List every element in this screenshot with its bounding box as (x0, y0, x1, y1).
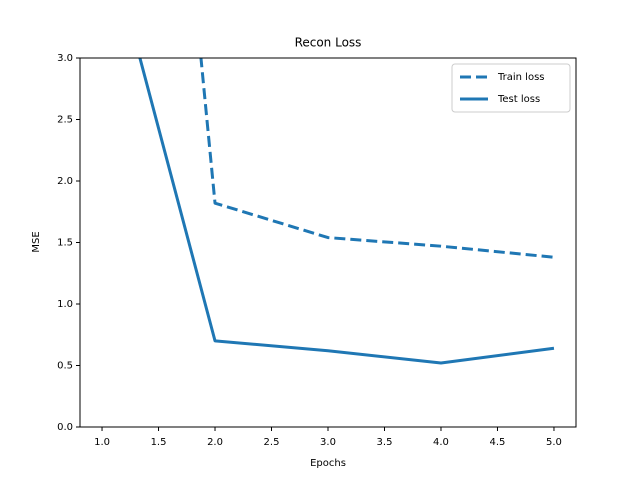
x-tick-label: 2.0 (207, 437, 223, 448)
x-tick-label: 5.0 (546, 437, 562, 448)
y-tick-label: 2.0 (57, 176, 73, 187)
x-axis-label: Epochs (310, 458, 346, 469)
x-tick-label: 4.0 (433, 437, 449, 448)
y-tick-label: 0.0 (57, 422, 73, 433)
line-series (199, 58, 555, 259)
x-tick-label: 2.5 (264, 437, 280, 448)
chart-title: Recon Loss (295, 36, 362, 50)
x-tick-label: 1.0 (94, 437, 110, 448)
y-tick-label: 2.5 (57, 115, 73, 126)
line-series (138, 58, 555, 365)
x-tick-label: 4.5 (490, 437, 506, 448)
x-tick-label: 3.0 (320, 437, 336, 448)
y-tick-label: 3.0 (57, 53, 73, 64)
y-tick-label: 0.5 (57, 361, 73, 372)
y-tick-label: 1.0 (57, 299, 73, 310)
legend-label: Test loss (497, 94, 540, 105)
plot-area (138, 58, 555, 365)
x-tick-label: 3.5 (377, 437, 393, 448)
y-axis-label: MSE (31, 231, 42, 252)
x-tick-label: 1.5 (151, 437, 167, 448)
legend-label: Train loss (497, 72, 545, 83)
y-tick-label: 1.5 (57, 238, 73, 249)
